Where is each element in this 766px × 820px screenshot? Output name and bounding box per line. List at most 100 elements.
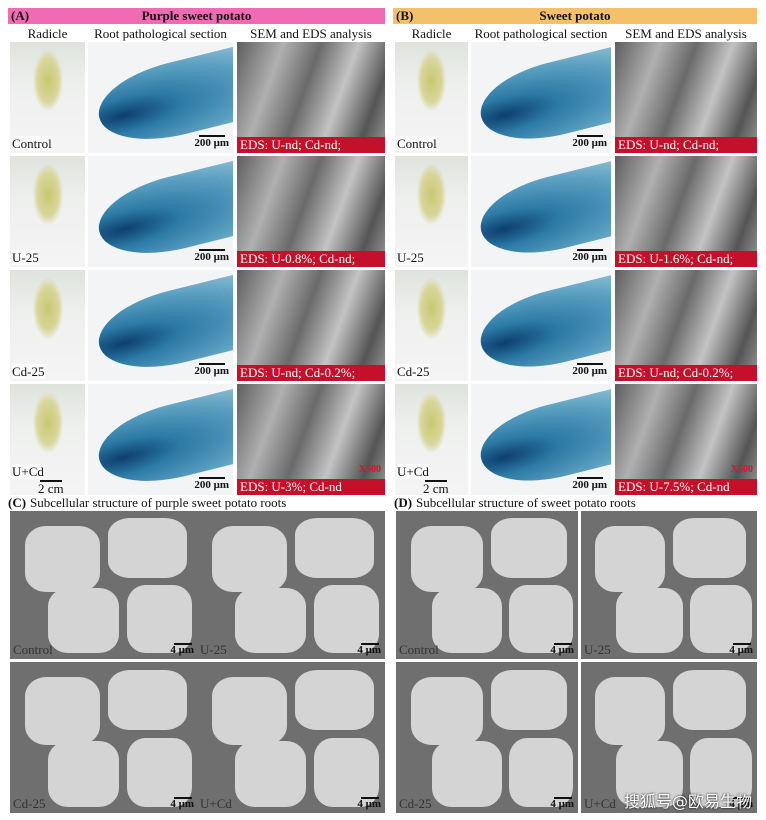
cell bbox=[432, 587, 502, 654]
tem-image: Control 4 μm bbox=[396, 511, 578, 659]
eds-bar bbox=[237, 365, 385, 381]
cell bbox=[25, 677, 101, 746]
section-image: 200 μm bbox=[471, 384, 611, 495]
scale-bar bbox=[40, 480, 62, 482]
tem-image: U+Cd 4 μm bbox=[581, 662, 757, 813]
tem-image: U-25 4 μm bbox=[197, 511, 385, 659]
panel-title: Sweet potato bbox=[539, 8, 611, 23]
sem-image: EDS: U-0.8%; Cd-nd; bbox=[237, 156, 385, 267]
panel-label: (D) bbox=[394, 495, 413, 510]
panel-label: (B) bbox=[396, 8, 414, 23]
radicle-roots bbox=[32, 392, 63, 454]
section-scale: 200 μm bbox=[194, 137, 229, 149]
image-label: Cd-25 bbox=[399, 796, 432, 811]
cell bbox=[294, 669, 374, 730]
column-header: SEM and EDS analysis bbox=[250, 26, 372, 41]
cell bbox=[616, 587, 684, 654]
scale-bar bbox=[733, 643, 751, 645]
scale-bar bbox=[174, 797, 192, 799]
eds-result: EDS: U-nd; Cd-nd; bbox=[618, 137, 720, 152]
eds-result: EDS: U-nd; Cd-0.2%; bbox=[618, 365, 734, 380]
treatment-label: Control bbox=[397, 136, 437, 151]
image-scale: 4 μm bbox=[170, 798, 194, 810]
cell bbox=[126, 737, 193, 807]
treatment-label: U-25 bbox=[12, 250, 39, 265]
image-label: U+Cd bbox=[584, 796, 616, 811]
cell bbox=[234, 740, 307, 807]
scale-bar bbox=[174, 643, 192, 645]
section-image: 200 μm bbox=[88, 384, 233, 495]
radicle-image: U-25 bbox=[395, 156, 468, 267]
section-image: 200 μm bbox=[88, 270, 233, 381]
eds-bar bbox=[237, 137, 385, 153]
scale-bar bbox=[577, 477, 603, 479]
eds-bar bbox=[615, 137, 757, 153]
sem-image: EDS: U-nd; Cd-0.2%; bbox=[615, 270, 757, 381]
sem-image: EDS: U-nd; Cd-0.2%; bbox=[237, 270, 385, 381]
magnification: X500 bbox=[730, 464, 753, 475]
radicle-scale: 2 cm bbox=[38, 481, 64, 496]
scale-bar bbox=[733, 797, 751, 799]
radicle-image: U+Cd 2 cm bbox=[395, 384, 468, 496]
cell bbox=[107, 669, 187, 730]
cell bbox=[212, 525, 288, 593]
scale-bar bbox=[577, 363, 603, 365]
image-scale: 4 μm bbox=[729, 644, 753, 656]
radicle-roots bbox=[416, 392, 447, 454]
scale-bar bbox=[199, 477, 225, 479]
cell bbox=[690, 737, 752, 807]
cell bbox=[294, 518, 374, 578]
cell bbox=[410, 677, 484, 746]
tem-image: Cd-25 4 μm bbox=[10, 662, 198, 813]
scale-bar bbox=[577, 249, 603, 251]
image-label: Control bbox=[13, 642, 53, 657]
column-header: Radicle bbox=[27, 26, 68, 41]
tem-image: U+Cd 4 μm bbox=[197, 662, 385, 813]
sem-image: EDS: U-3%; Cd-nd X500 bbox=[237, 384, 385, 495]
section-image: 200 μm bbox=[88, 42, 233, 153]
scale-bar bbox=[554, 643, 572, 645]
treatment-label: Cd-25 bbox=[12, 364, 45, 379]
radicle-image: Cd-25 bbox=[395, 270, 468, 381]
cell bbox=[595, 677, 666, 746]
radicle-image: Control bbox=[10, 42, 85, 153]
scale-bar bbox=[199, 135, 225, 137]
sem-image: EDS: U-1.6%; Cd-nd; bbox=[615, 156, 757, 267]
section-scale: 200 μm bbox=[572, 137, 607, 149]
magnification: X500 bbox=[358, 464, 381, 475]
tem-image: U-25 4 μm bbox=[581, 511, 757, 659]
sem-image: EDS: U-nd; Cd-nd; bbox=[237, 42, 385, 153]
eds-result: EDS: U-nd; Cd-0.2%; bbox=[240, 365, 356, 380]
cell bbox=[25, 525, 101, 593]
treatment-label: Cd-25 bbox=[397, 364, 430, 379]
image-scale: 4 μm bbox=[170, 644, 194, 656]
eds-result: EDS: U-1.6%; Cd-nd; bbox=[618, 251, 734, 266]
panel-label: (C) bbox=[8, 495, 27, 510]
panel-title: Subcellular structure of purple sweet po… bbox=[30, 495, 287, 510]
column-header: Radicle bbox=[411, 26, 452, 41]
cell bbox=[47, 740, 120, 807]
radicle-image: Control bbox=[395, 42, 468, 153]
radicle-roots bbox=[416, 50, 447, 112]
section-image: 200 μm bbox=[471, 156, 611, 267]
cell bbox=[432, 740, 502, 807]
eds-bar bbox=[615, 365, 757, 381]
radicle-roots bbox=[416, 164, 447, 226]
image-scale: 4 μm bbox=[729, 798, 753, 810]
scale-bar bbox=[361, 797, 379, 799]
treatment-label: Control bbox=[12, 136, 52, 151]
eds-bar bbox=[237, 251, 385, 267]
scale-bar bbox=[554, 797, 572, 799]
scale-bar bbox=[199, 249, 225, 251]
scale-bar bbox=[199, 363, 225, 365]
scale-bar bbox=[361, 643, 379, 645]
cell bbox=[490, 669, 568, 730]
cell bbox=[508, 737, 573, 807]
panel-header bbox=[393, 8, 757, 24]
tem-image: Control 4 μm bbox=[10, 511, 198, 659]
section-scale: 200 μm bbox=[572, 365, 607, 377]
section-scale: 200 μm bbox=[194, 479, 229, 491]
radicle-image: Cd-25 bbox=[10, 270, 85, 381]
cell bbox=[234, 587, 307, 654]
